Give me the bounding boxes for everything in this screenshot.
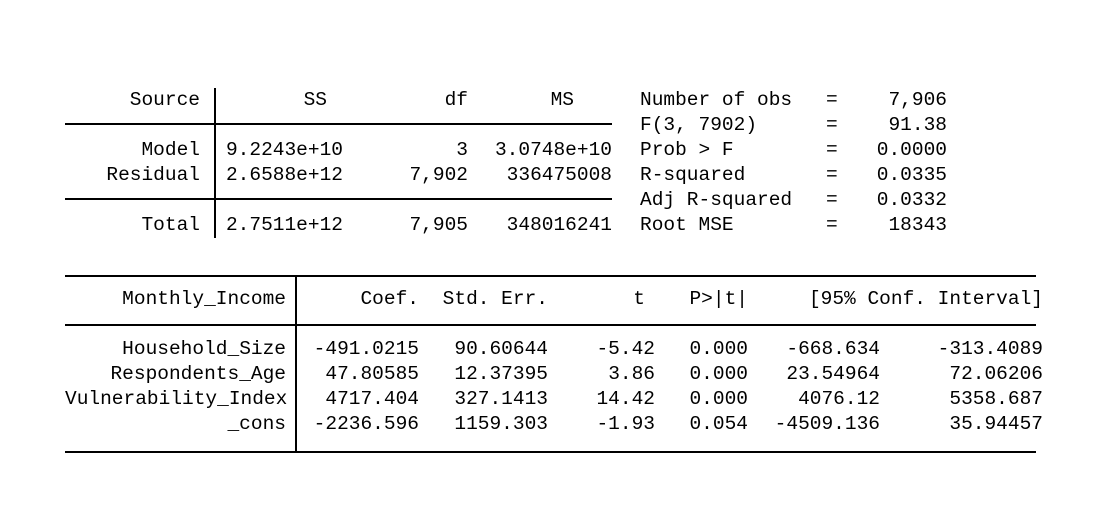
anova-residual-df: 7,902 <box>409 164 468 186</box>
coef-value: -491.0215 <box>313 338 419 360</box>
coef-value: 47.80585 <box>325 363 419 385</box>
coef-header-std-err: Std. Err. <box>442 288 548 310</box>
anova-total-rule <box>65 198 612 200</box>
anova-residual-ms: 336475008 <box>506 164 612 186</box>
ci-high-value: 72.06206 <box>949 363 1043 385</box>
anova-total-label: Total <box>141 214 200 236</box>
stat-number-of-obs: Number of obs = 7,906 <box>640 88 947 113</box>
var-name: Respondents_Age <box>110 363 286 385</box>
anova-header-ss: SS <box>303 89 327 111</box>
stat-label: Prob > F <box>640 139 734 161</box>
stat-value: 7,906 <box>888 89 947 111</box>
ci-high-value: 5358.687 <box>949 388 1043 410</box>
stat-prob-f: Prob > F = 0.0000 <box>640 138 947 163</box>
stat-label: Number of obs <box>640 89 793 111</box>
anova-header-rule <box>65 123 612 125</box>
anova-spacer-row <box>65 113 612 138</box>
regression-coefficient-table: Monthly_Income Coef. Std. Err. t P>|t| [… <box>65 275 1043 453</box>
stat-f: F(3, 7902) = 91.38 <box>640 113 947 138</box>
t-value: 3.86 <box>608 363 655 385</box>
stat-label: Adj R-squared <box>640 189 793 211</box>
coef-value: -2236.596 <box>313 413 419 435</box>
equals-sign: = <box>826 114 838 136</box>
anova-table: Source SS df MS Model 9.2243e+10 3 3.074… <box>65 88 612 238</box>
stat-label: F(3, 7902) <box>640 114 758 136</box>
stat-root-mse: Root MSE = 18343 <box>640 213 947 238</box>
coef-header-row: Monthly_Income Coef. Std. Err. t P>|t| [… <box>65 287 1043 312</box>
anova-model-ss: 9.2243e+10 <box>225 139 343 161</box>
coef-row-household-size: Household_Size -491.0215 90.60644 -5.42 … <box>65 337 1043 362</box>
anova-header-ms: MS <box>550 89 574 111</box>
anova-total-ss: 2.7511e+12 <box>225 214 343 236</box>
stat-value: 91.38 <box>888 114 947 136</box>
anova-residual-ss: 2.6588e+12 <box>225 164 343 186</box>
coef-row-vulnerability-index: Vulnerability_Index 4717.404 327.1413 14… <box>65 387 1043 412</box>
coef-vertical-divider <box>295 275 297 452</box>
coef-bottom-rule <box>65 451 1036 453</box>
anova-total-df: 7,905 <box>409 214 468 236</box>
p-value: 0.000 <box>689 363 748 385</box>
coef-row-cons: _cons -2236.596 1159.303 -1.93 0.054 -45… <box>65 412 1043 437</box>
var-name: Household_Size <box>122 338 286 360</box>
ci-low-value: 4076.12 <box>798 388 880 410</box>
stat-value: 0.0332 <box>876 189 947 211</box>
ci-high-value: 35.94457 <box>949 413 1043 435</box>
stat-r-squared: R-squared = 0.0335 <box>640 163 947 188</box>
anova-vertical-divider <box>214 88 216 238</box>
anova-total-ms: 348016241 <box>506 214 612 236</box>
coef-value: 4717.404 <box>325 388 419 410</box>
coef-data-rows: Household_Size -491.0215 90.60644 -5.42 … <box>65 337 1043 437</box>
stat-adj-r-squared: Adj R-squared = 0.0332 <box>640 188 947 213</box>
coef-header-t: t <box>633 288 645 310</box>
stat-label: R-squared <box>640 164 746 186</box>
equals-sign: = <box>826 89 838 111</box>
ci-high-value: -313.4089 <box>937 338 1043 360</box>
anova-row-total: Total 2.7511e+12 7,905 348016241 <box>65 213 612 238</box>
equals-sign: = <box>826 139 838 161</box>
t-value: -1.93 <box>596 413 655 435</box>
equals-sign: = <box>826 214 838 236</box>
coef-header-p: P>|t| <box>689 288 748 310</box>
anova-row-model: Model 9.2243e+10 3 3.0748e+10 <box>65 138 612 163</box>
anova-header-row: Source SS df MS <box>65 88 612 113</box>
stat-label: Root MSE <box>640 214 734 236</box>
fit-statistics: Number of obs = 7,906 F(3, 7902) = 91.38… <box>640 88 947 238</box>
anova-header-df: df <box>444 89 468 111</box>
stat-value: 0.0000 <box>876 139 947 161</box>
anova-residual-label: Residual <box>106 164 200 186</box>
anova-spacer-row <box>65 188 612 213</box>
coef-header-ci: [95% Conf. Interval] <box>808 288 1043 310</box>
anova-row-residual: Residual 2.6588e+12 7,902 336475008 <box>65 163 612 188</box>
std-err-value: 327.1413 <box>454 388 548 410</box>
anova-header-source: Source <box>129 89 200 111</box>
coef-top-rule <box>65 275 1036 277</box>
coef-header-rule <box>65 324 1036 326</box>
p-value: 0.000 <box>689 338 748 360</box>
std-err-value: 12.37395 <box>454 363 548 385</box>
ci-low-value: -4509.136 <box>774 413 880 435</box>
var-name: Vulnerability_Index <box>65 388 288 410</box>
coef-row-respondents-age: Respondents_Age 47.80585 12.37395 3.86 0… <box>65 362 1043 387</box>
var-name: _cons <box>227 413 286 435</box>
equals-sign: = <box>826 164 838 186</box>
coef-header-coef: Coef. <box>360 288 419 310</box>
p-value: 0.000 <box>689 388 748 410</box>
stat-value: 0.0335 <box>876 164 947 186</box>
ci-low-value: 23.54964 <box>786 363 880 385</box>
t-value: 14.42 <box>596 388 655 410</box>
anova-model-ms: 3.0748e+10 <box>494 139 612 161</box>
ci-low-value: -668.634 <box>786 338 880 360</box>
anova-model-df: 3 <box>456 139 468 161</box>
stat-value: 18343 <box>888 214 947 236</box>
std-err-value: 90.60644 <box>454 338 548 360</box>
t-value: -5.42 <box>596 338 655 360</box>
dep-var-header: Monthly_Income <box>122 288 286 310</box>
std-err-value: 1159.303 <box>454 413 548 435</box>
equals-sign: = <box>826 189 838 211</box>
p-value: 0.054 <box>689 413 748 435</box>
anova-model-label: Model <box>141 139 200 161</box>
